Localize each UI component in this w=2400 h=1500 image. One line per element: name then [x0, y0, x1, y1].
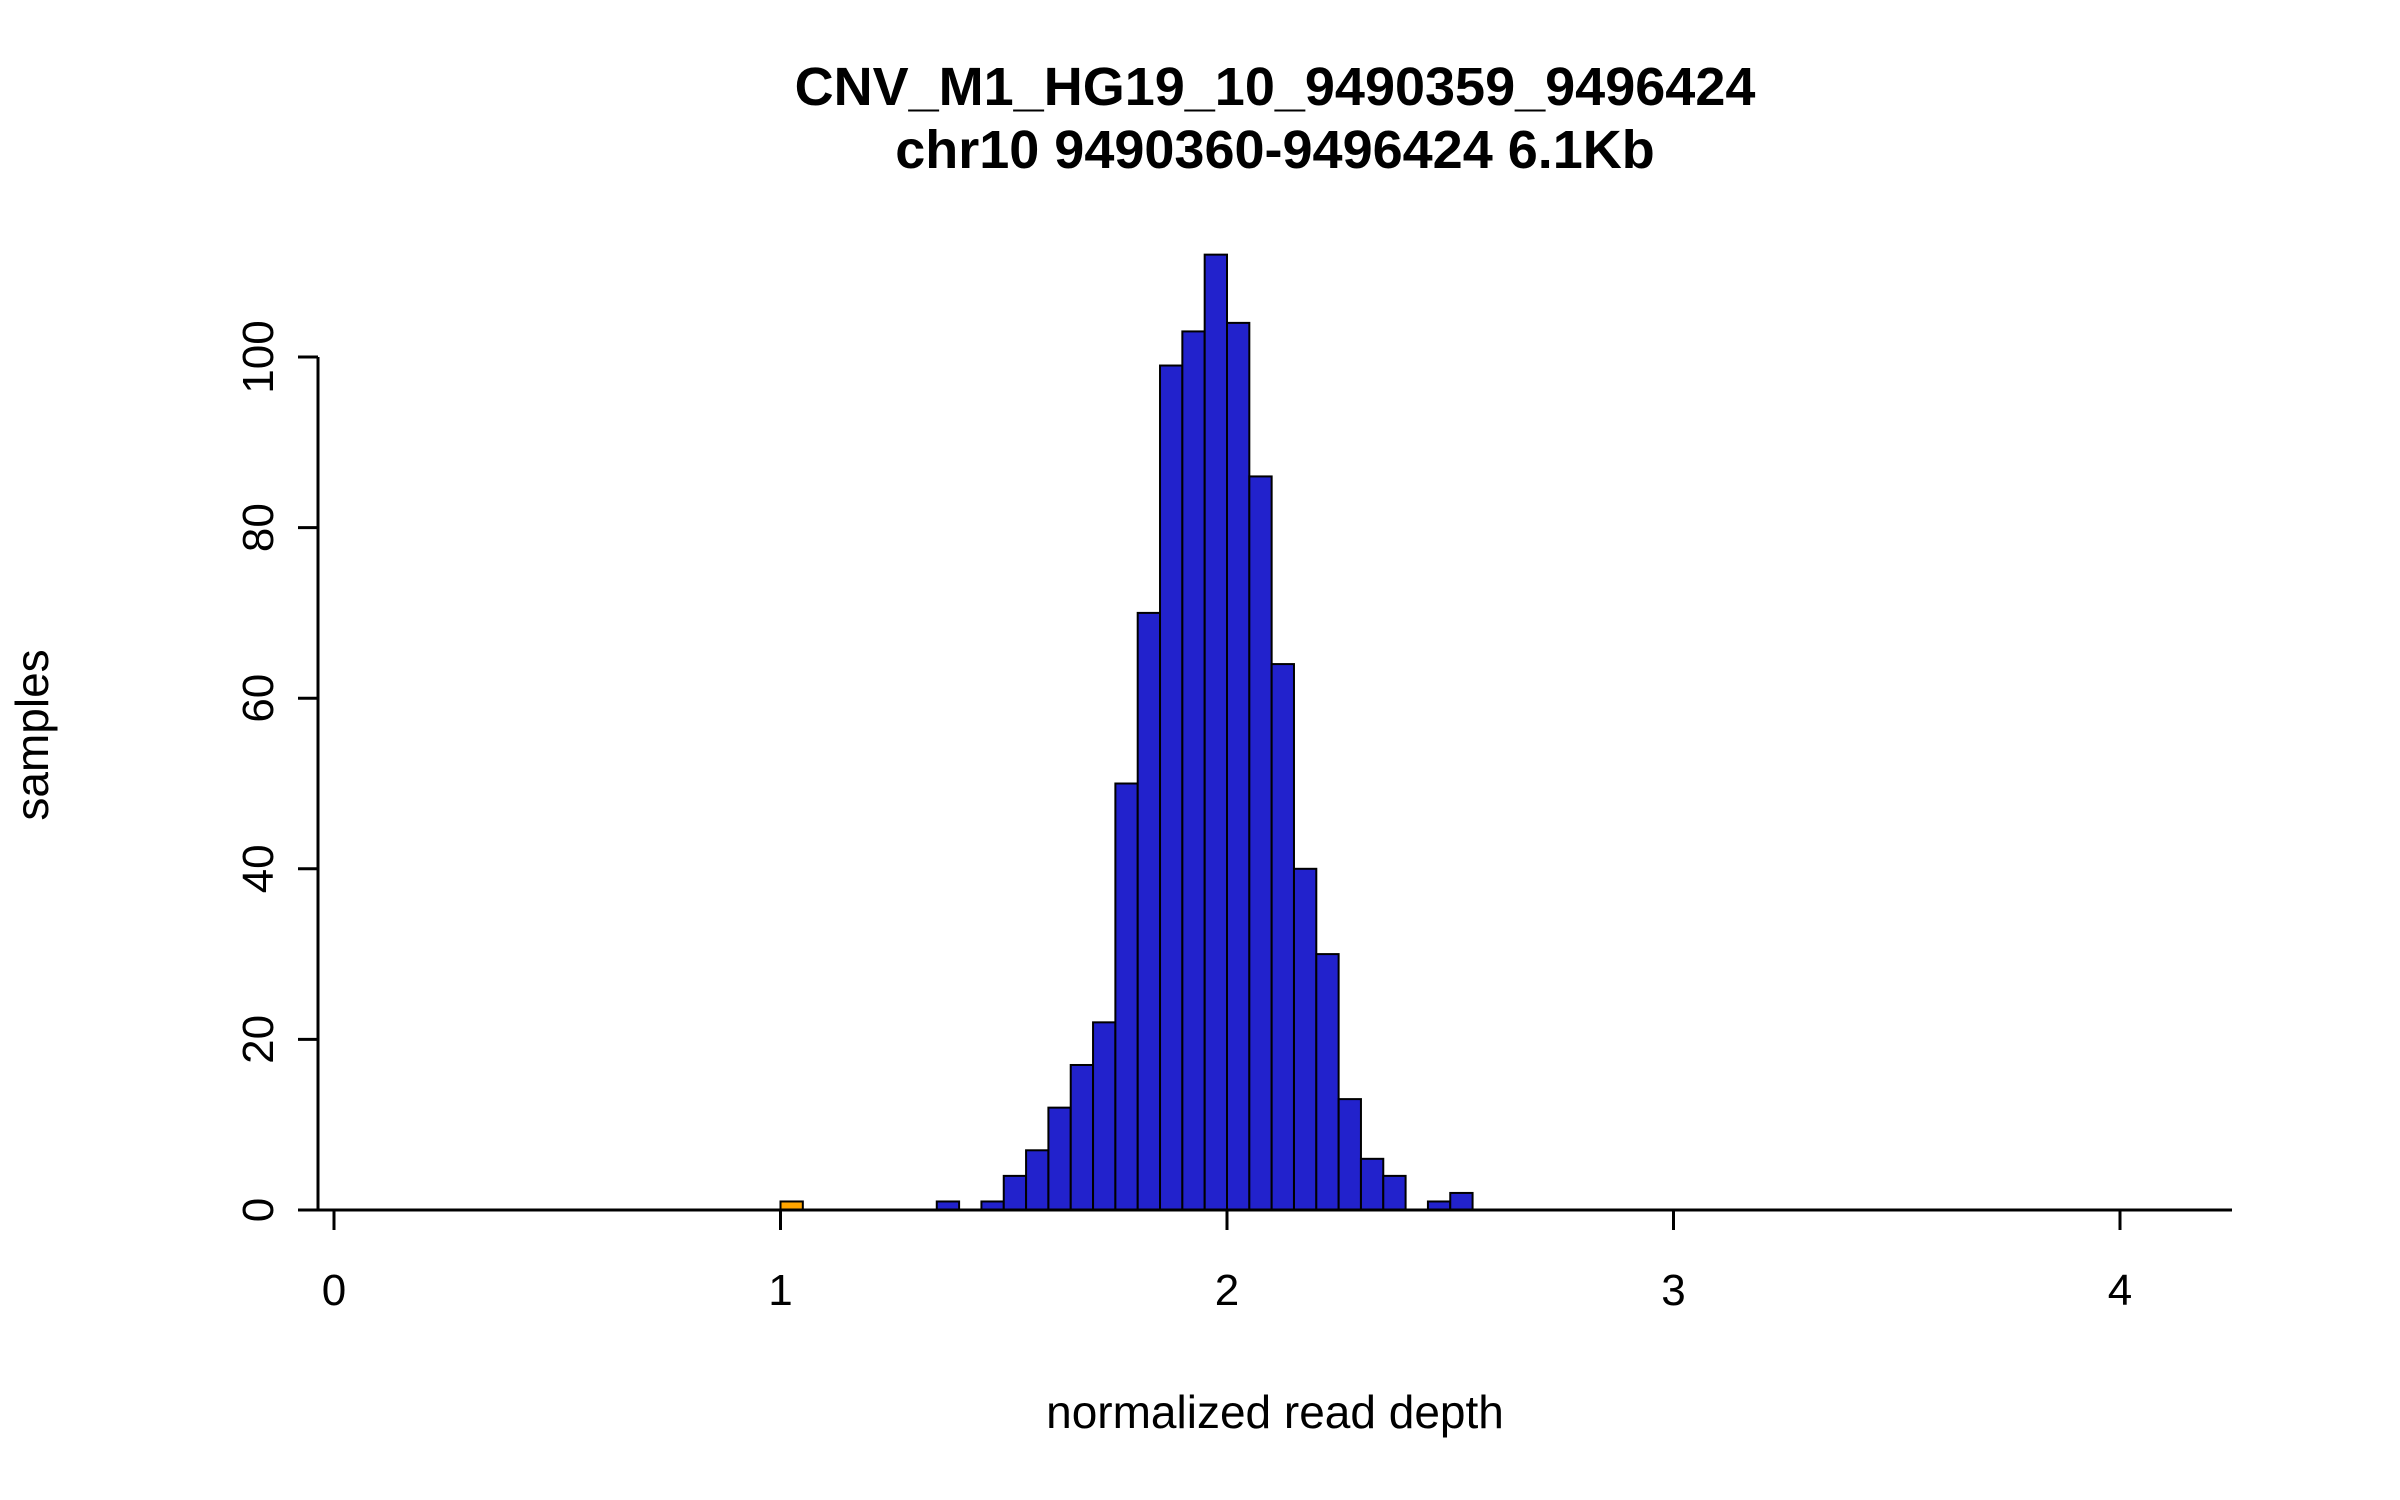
histogram-bar: [1226, 321, 1251, 1211]
x-tick-label: 1: [768, 1266, 792, 1315]
histogram-bar: [1337, 1098, 1362, 1211]
y-axis-title: samples: [6, 649, 58, 820]
histogram-bar: [1203, 253, 1229, 1211]
histogram-bar: [1315, 953, 1340, 1211]
x-tick-label: 3: [1661, 1266, 1685, 1315]
x-axis: 0 1 2 3 4: [318, 1208, 2232, 1315]
x-tick-label: 0: [322, 1266, 346, 1315]
x-tick-label: 2: [1215, 1266, 1239, 1315]
histogram-bar: [1270, 663, 1295, 1211]
histogram-bar: [1292, 867, 1318, 1211]
y-tick-label: 0: [234, 1198, 283, 1222]
y-tick-label: 40: [234, 844, 283, 893]
y-tick-label: 100: [234, 320, 283, 393]
histogram-bar: [1047, 1106, 1072, 1212]
histogram-bar: [1025, 1149, 1050, 1212]
histogram-bar: [1359, 1157, 1385, 1211]
chart-title: CNV_M1_HG19_10_9490359_9496424: [795, 57, 1756, 117]
y-tick-label: 20: [234, 1015, 283, 1064]
histogram-bar: [1449, 1191, 1474, 1211]
y-axis: 0 20 40 60 80 100: [234, 320, 320, 1222]
histogram-bar: [1002, 1174, 1028, 1212]
histogram-bar: [1248, 475, 1273, 1212]
histogram-bar: [1159, 364, 1184, 1211]
bars-group: [779, 253, 1474, 1212]
histogram-bar: [1382, 1174, 1407, 1212]
chart-subtitle: chr10 9490360-9496424 6.1Kb: [895, 120, 1655, 180]
x-tick-label: 4: [2108, 1266, 2132, 1315]
histogram-bar: [1069, 1063, 1095, 1211]
histogram-bar: [1114, 782, 1139, 1211]
y-tick-label: 80: [234, 503, 283, 552]
histogram-bar: [1092, 1021, 1117, 1212]
histogram-bar: [1181, 330, 1206, 1212]
histogram-bar: [1136, 611, 1162, 1211]
y-tick-label: 60: [234, 674, 283, 723]
x-axis-title: normalized read depth: [1046, 1386, 1504, 1438]
